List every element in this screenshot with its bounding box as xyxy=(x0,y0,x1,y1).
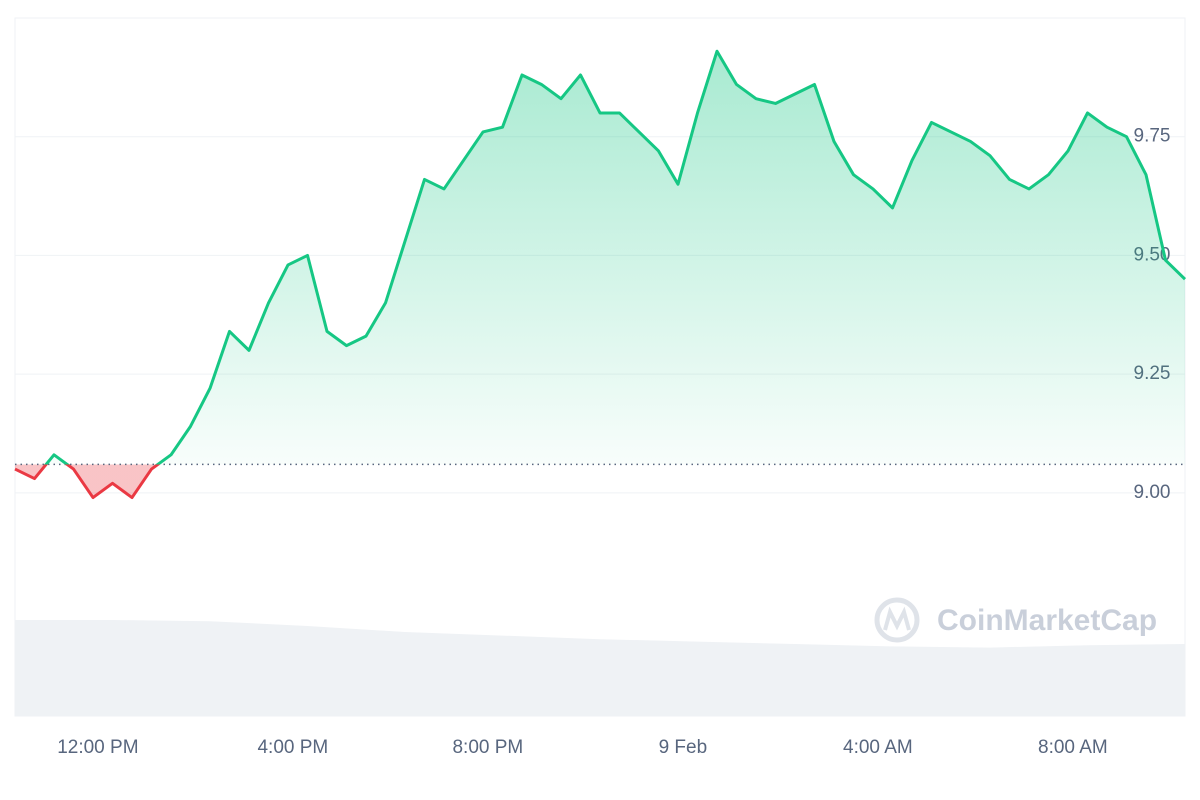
watermark-logo xyxy=(874,597,920,643)
x-tick-label: 8:00 AM xyxy=(1038,737,1108,758)
x-tick-label: 12:00 PM xyxy=(57,737,138,758)
watermark: CoinMarketCap xyxy=(937,604,1157,637)
x-tick-label: 4:00 AM xyxy=(843,737,913,758)
price-area xyxy=(15,51,1185,498)
y-tick-label: 9.75 xyxy=(1134,126,1171,147)
price-line xyxy=(14,49,1187,500)
volume-area xyxy=(15,620,1185,716)
y-tick-label: 9.00 xyxy=(1134,482,1171,503)
x-tick-label: 8:00 PM xyxy=(452,737,523,758)
x-tick-label: 4:00 PM xyxy=(257,737,328,758)
x-tick-label: 9 Feb xyxy=(659,737,708,758)
